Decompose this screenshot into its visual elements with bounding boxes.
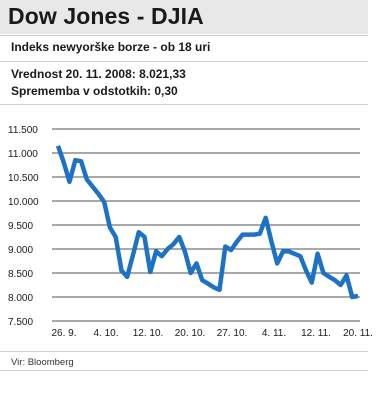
plot-bottom-divider	[0, 351, 368, 352]
y-tick-label: 10.000	[8, 197, 39, 208]
x-tick-label: 4. 11.	[262, 328, 286, 339]
y-tick-label: 8.500	[8, 269, 33, 280]
source-divider	[0, 370, 368, 371]
y-tick-label: 11.500	[8, 125, 38, 136]
chart-title: Dow Jones - DJIA	[0, 0, 368, 34]
y-tick-label: 8.000	[8, 293, 33, 304]
x-tick-label: 12. 10.	[133, 328, 164, 339]
title-divider	[0, 35, 368, 36]
x-tick-label: 26. 9.	[51, 328, 76, 339]
y-tick-label: 9.000	[8, 245, 33, 256]
subtitle-divider	[0, 61, 368, 62]
y-tick-label: 9.500	[8, 221, 33, 232]
x-tick-label: 4. 10.	[93, 328, 118, 339]
x-tick-label: 20. 10.	[175, 328, 206, 339]
y-tick-label: 10.500	[8, 173, 39, 184]
x-tick-label: 12. 11.	[301, 328, 331, 339]
value-line: Vrednost 20. 11. 2008: 8.021,33	[11, 67, 186, 81]
source-note: Vir: Bloomberg	[11, 357, 74, 368]
x-tick-label: 27. 10.	[217, 328, 248, 339]
y-tick-label: 11.000	[8, 149, 38, 160]
series-line	[55, 145, 359, 300]
y-tick-label: 7.500	[8, 317, 33, 328]
x-tick-label: 20. 11.	[343, 328, 373, 339]
change-line: Sprememba v odstotkih: 0,30	[11, 84, 178, 98]
info-divider	[0, 104, 368, 105]
chart-subtitle: Indeks newyorške borze - ob 18 uri	[11, 40, 211, 54]
